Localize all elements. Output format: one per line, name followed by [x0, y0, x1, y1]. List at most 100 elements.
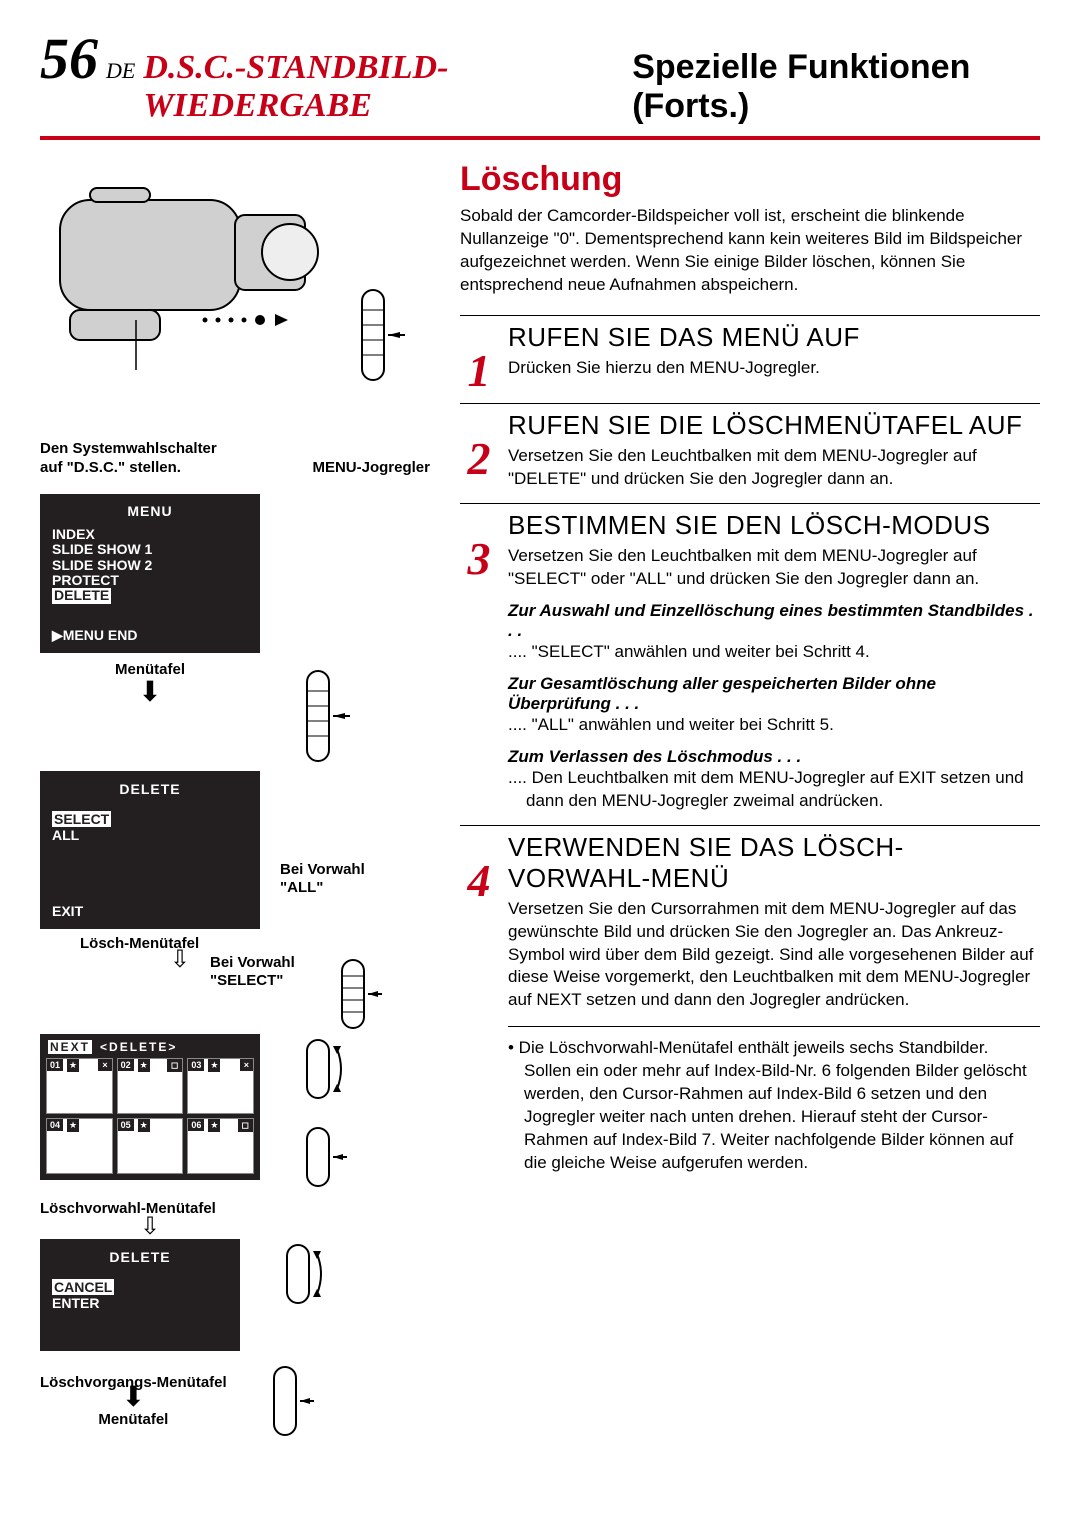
star-icon: ★	[138, 1119, 150, 1132]
step-number: 4	[460, 860, 498, 1013]
star-icon: ★	[138, 1059, 150, 1072]
step-text: Drücken Sie hierzu den MENU-Jogregler.	[508, 357, 1040, 380]
final-menu-label: Menütafel	[40, 1411, 227, 1428]
right-column: Löschung Sobald der Camcorder-Bildspeich…	[460, 160, 1040, 1441]
menu-title: MENU	[52, 504, 248, 519]
down-arrow-icon: ⬇	[122, 1381, 145, 1412]
intro-text: Sobald der Camcorder-Bildspeicher voll i…	[460, 205, 1040, 297]
thumb-cell: 05 ★	[117, 1118, 184, 1174]
preselect-screen: NEXT <DELETE> 01★× 02★◻ 03★× 04★ 05★ 06★…	[40, 1034, 260, 1180]
menu-item: SLIDE SHOW 1	[52, 542, 248, 557]
lang-label: DE	[106, 58, 135, 84]
thumb-no: 01	[47, 1059, 63, 1071]
confirm-row: DELETE CANCEL ENTER	[40, 1239, 430, 1351]
thumb-grid: 01★× 02★◻ 03★× 04★ 05★ 06★◻	[46, 1058, 254, 1174]
sub-heading: Zum Verlassen des Löschmodus . . .	[508, 747, 1040, 767]
step-3: 3 BESTIMMEN SIE DEN LÖSCH-MODUS Versetze…	[460, 503, 1040, 813]
step-4: 4 VERWENDEN SIE DAS LÖSCH-VORWAHL-MENÜ V…	[460, 825, 1040, 1013]
thumb-no: 04	[47, 1119, 63, 1131]
thumb-row: NEXT <DELETE> 01★× 02★◻ 03★× 04★ 05★ 06★…	[40, 1034, 430, 1192]
sub-heading: Zur Gesamtlöschung aller gespeicherten B…	[508, 674, 1040, 714]
thumb-cell: 01 ★ ×	[46, 1058, 113, 1114]
confirm-title: DELETE	[52, 1249, 228, 1265]
star-icon: ★	[67, 1119, 79, 1132]
x-icon: ×	[98, 1059, 111, 1071]
menu-item-highlight: DELETE	[52, 588, 111, 603]
delete-footer: EXIT	[52, 903, 248, 919]
step-2: 2 RUFEN SIE DIE LÖSCHMENÜTAFEL AUF Verse…	[460, 403, 1040, 491]
camcorder-caption-row: Den Systemwahlschalter auf "D.S.C." stel…	[40, 440, 430, 478]
section-title-black: Spezielle Funktionen (Forts.)	[632, 48, 1040, 126]
step-number: 2	[460, 438, 498, 491]
delete-title: DELETE	[52, 781, 248, 797]
preselect-all-2: "ALL"	[280, 879, 323, 896]
thumb-cell: 04 ★	[46, 1118, 113, 1174]
menu-footer: ▶MENU END	[52, 628, 248, 643]
delete-row: DELETE SELECT ALL EXIT Bei Vorwahl "ALL"	[40, 771, 430, 929]
preselect-all-1: Bei Vorwahl	[280, 861, 365, 878]
thumb-cell: 02★◻	[117, 1058, 184, 1114]
down-arrow-icon: ⇩	[170, 946, 190, 973]
step-text: Versetzen Sie den Cursorrahmen mit dem M…	[508, 898, 1040, 1013]
step-title: VERWENDEN SIE DAS LÖSCH-VORWAHL-MENÜ	[508, 832, 1040, 894]
confirm-screen: DELETE CANCEL ENTER	[40, 1239, 240, 1351]
down-arrow-icon: ⇩	[140, 1213, 160, 1240]
note-block: • Die Löschvorwahl-Menütafel enthält jew…	[508, 1026, 1040, 1175]
caption2: auf "D.S.C." stellen.	[40, 459, 181, 476]
step-text: Versetzen Sie den Leuchtbalken mit dem M…	[508, 545, 1040, 591]
x-icon: ×	[240, 1059, 253, 1071]
preselect-select-2: "SELECT"	[210, 972, 283, 989]
left-column: Den Systemwahlschalter auf "D.S.C." stel…	[40, 160, 430, 1441]
thumb-cell: 06★◻	[187, 1118, 254, 1174]
step-title: BESTIMMEN SIE DEN LÖSCH-MODUS	[508, 510, 1040, 541]
down-arrow-icon: ⬇	[40, 686, 260, 697]
camcorder-illustration	[40, 160, 430, 420]
jog-rotate-icon	[265, 1239, 335, 1309]
thumb-no: 05	[118, 1119, 134, 1131]
menu-label-row: Menütafel ⬇	[40, 661, 430, 771]
jog-dial-icon	[285, 1122, 355, 1192]
menu-item: ENTER	[52, 1295, 228, 1311]
thumb-no: 03	[188, 1059, 204, 1071]
camcorder-svg	[40, 160, 340, 380]
step-title: RUFEN SIE DAS MENÜ AUF	[508, 322, 1040, 353]
star-icon: ★	[67, 1059, 79, 1072]
step-number: 1	[460, 350, 498, 391]
menu-item: PROTECT	[52, 573, 248, 588]
preselect-select-1: Bei Vorwahl	[210, 954, 295, 971]
lock-icon: ◻	[238, 1119, 253, 1132]
delete-highlight: SELECT	[52, 811, 111, 827]
sub-text: .... "ALL" anwählen und weiter bei Schri…	[508, 714, 1040, 737]
preselect-select: Bei Vorwahl "SELECT"	[210, 954, 295, 990]
preselect-all: Bei Vorwahl "ALL"	[280, 861, 365, 897]
step-text: Versetzen Sie den Leuchtbalken mit dem M…	[508, 445, 1040, 491]
sub-text: .... "SELECT" anwählen und weiter bei Sc…	[508, 641, 1040, 664]
sub-heading: Zur Auswahl und Einzellöschung eines bes…	[508, 601, 1040, 641]
jog-dial-icon	[285, 661, 355, 771]
confirm-highlight: CANCEL	[52, 1279, 114, 1295]
jog-dial-icon	[252, 1361, 322, 1441]
step-1: 1 RUFEN SIE DAS MENÜ AUF Drücken Sie hie…	[460, 315, 1040, 391]
page-number: 56	[40, 30, 98, 88]
jog-dial-icon	[340, 280, 410, 390]
jog-rotate-icon	[285, 1034, 355, 1104]
page-header: 56 DE D.S.C.-STANDBILD-WIEDERGABE Spezie…	[40, 30, 1040, 126]
caption1: Den Systemwahlschalter	[40, 440, 217, 457]
step-number: 3	[460, 538, 498, 813]
menu-jog-caption: MENU-Jogregler	[312, 459, 430, 478]
star-icon: ★	[208, 1059, 220, 1072]
sub-text: .... Den Leuchtbalken mit dem MENU-Jogre…	[508, 767, 1040, 813]
section-title-red: D.S.C.-STANDBILD-WIEDERGABE	[143, 49, 611, 125]
final-row: Löschvorgangs-Menütafel ⬇ Menütafel	[40, 1361, 430, 1441]
star-icon: ★	[208, 1119, 220, 1132]
preselect-select-row: ⇩ Bei Vorwahl "SELECT"	[40, 954, 430, 1034]
menu-item: ALL	[52, 827, 248, 843]
lock-icon: ◻	[167, 1059, 182, 1072]
menu-item: SLIDE SHOW 2	[52, 558, 248, 573]
jog-dial-icon	[320, 954, 390, 1034]
menu-item: INDEX	[52, 527, 248, 542]
delete-screen: DELETE SELECT ALL EXIT	[40, 771, 260, 929]
preselect-panel-label: Löschvorwahl-Menütafel	[40, 1200, 430, 1217]
delete-panel-label: Lösch-Menütafel	[80, 935, 430, 952]
menu-screen: MENU INDEX SLIDE SHOW 1 SLIDE SHOW 2 PRO…	[40, 494, 260, 654]
